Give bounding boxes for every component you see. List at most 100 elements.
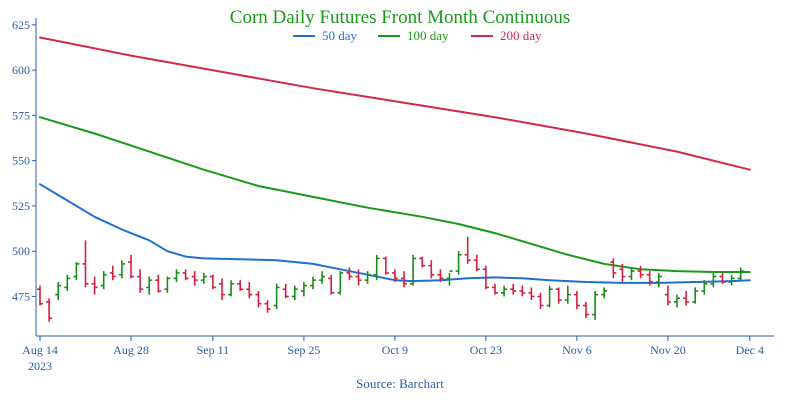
ohlc-bar: [510, 283, 517, 295]
y-tick-label: 525: [12, 199, 30, 213]
ohlc-bar: [273, 283, 280, 310]
ohlc-bar: [255, 291, 262, 308]
ohlc-bar: [346, 267, 353, 281]
ohlc-bar: [664, 285, 671, 306]
ohlc-bar: [464, 236, 471, 264]
x-tick-label: Oct 23: [470, 343, 502, 357]
ohlc-bar: [173, 269, 180, 282]
x-tick-sublabel: 2023: [28, 359, 52, 373]
ohlc-bar: [492, 283, 498, 295]
ohlc-bar: [573, 291, 580, 310]
x-tick-label: Dec 4: [736, 343, 764, 357]
ohlc-bar: [419, 256, 426, 268]
ohlc-bar: [37, 285, 43, 306]
legend-label-ma100: 100 day: [407, 28, 449, 43]
ohlc-bar: [619, 263, 626, 282]
ohlc-bar: [300, 281, 307, 297]
ohlc-bar: [628, 267, 635, 281]
ohlc-bar: [401, 271, 407, 288]
y-tick-label: 575: [12, 108, 30, 122]
series-line-ma100: [39, 116, 751, 273]
ohlc-bar: [428, 260, 435, 279]
ohlc-bar: [546, 285, 553, 308]
ohlc-bar: [710, 272, 717, 288]
ohlc-bar: [737, 267, 744, 281]
ohlc-bar: [601, 287, 608, 299]
y-tick-label: 600: [12, 63, 30, 77]
y-tick-label: 625: [12, 18, 30, 32]
x-tick-label: Sep 25: [287, 343, 320, 357]
x-tick-label: Aug 28: [113, 343, 149, 357]
ohlc-bar: [91, 276, 98, 295]
ohlc-bar: [674, 294, 680, 308]
ohlc-bar: [246, 281, 253, 299]
ohlc-bar: [701, 280, 708, 295]
ohlc-bar: [728, 274, 735, 286]
ohlc-bar: [564, 285, 571, 304]
ohlc-bar: [319, 271, 326, 284]
series-line-ma50: [39, 183, 751, 284]
ohlc-bar: [355, 269, 362, 286]
ohlc-bars: [37, 236, 744, 322]
y-tick-label: 550: [12, 154, 30, 168]
ohlc-bar: [128, 254, 134, 279]
ohlc-bar: [137, 269, 144, 293]
ohlc-bar: [437, 269, 444, 282]
legend-label-ma200: 200 day: [500, 28, 542, 43]
ohlc-bar: [109, 265, 116, 281]
ohlc-bar: [373, 254, 380, 281]
ohlc-bar: [55, 281, 62, 301]
ohlc-bar: [473, 254, 480, 272]
legend: 50 day 100 day 200 day: [293, 28, 542, 43]
ohlc-bar: [73, 262, 80, 281]
source-label: Source: Barchart: [356, 376, 444, 391]
y-axis-ticks: 475 500 525 550 575 600 625: [12, 18, 36, 303]
ohlc-bar: [118, 260, 125, 279]
ohlc-bar: [410, 254, 417, 286]
ohlc-bar: [209, 274, 216, 290]
ohlc-bar: [228, 280, 235, 297]
ohlc-bar: [482, 265, 489, 290]
ohlc-bar: [446, 270, 453, 286]
ohlc-bar: [191, 271, 198, 286]
ohlc-bar: [82, 240, 89, 288]
chart-title: Corn Daily Futures Front Month Continuou…: [230, 7, 570, 28]
ohlc-bar: [264, 300, 271, 313]
ohlc-bar: [200, 272, 207, 284]
ohlc-bar: [646, 271, 653, 286]
ohlc-bar: [583, 301, 589, 319]
ohlc-bar: [537, 292, 544, 310]
ohlc-bar: [391, 269, 398, 282]
ohlc-bar: [719, 272, 726, 284]
ohlc-bar: [337, 271, 344, 295]
ohlc-bar: [219, 278, 225, 301]
ohlc-bar: [164, 276, 171, 293]
x-tick-label: Nov 6: [562, 343, 592, 357]
ohlc-bar: [328, 274, 335, 295]
ohlc-bar: [692, 287, 699, 304]
x-tick-label: Sep 11: [197, 343, 230, 357]
ohlc-bar: [155, 274, 162, 293]
ohlc-bar: [182, 269, 189, 281]
ohlc-bar: [655, 272, 662, 288]
ohlc-bar: [64, 274, 71, 292]
x-axis-ticks: Aug 14 2023 Aug 28 Sep 11 Sep 25 Oct 9 Oct 23 N…: [22, 336, 764, 373]
x-tick-label: Oct 9: [382, 343, 408, 357]
ohlc-bar: [555, 287, 562, 304]
ohlc-bar: [310, 276, 316, 290]
x-tick-label: Aug 14: [22, 343, 58, 357]
ohlc-bar: [382, 256, 389, 275]
ohlc-bar: [237, 280, 244, 292]
ohlc-bar: [146, 276, 153, 295]
ohlc-bar: [592, 291, 599, 320]
ohlc-bar: [291, 285, 298, 301]
ohlc-bar: [501, 285, 508, 297]
x-tick-label: Nov 20: [650, 343, 686, 357]
ohlc-bar: [282, 283, 289, 299]
y-tick-label: 500: [12, 244, 30, 258]
legend-label-ma50: 50 day: [322, 28, 358, 43]
y-tick-label: 475: [12, 289, 30, 303]
ohlc-bar: [100, 271, 107, 290]
moving-average-lines: [39, 36, 751, 284]
